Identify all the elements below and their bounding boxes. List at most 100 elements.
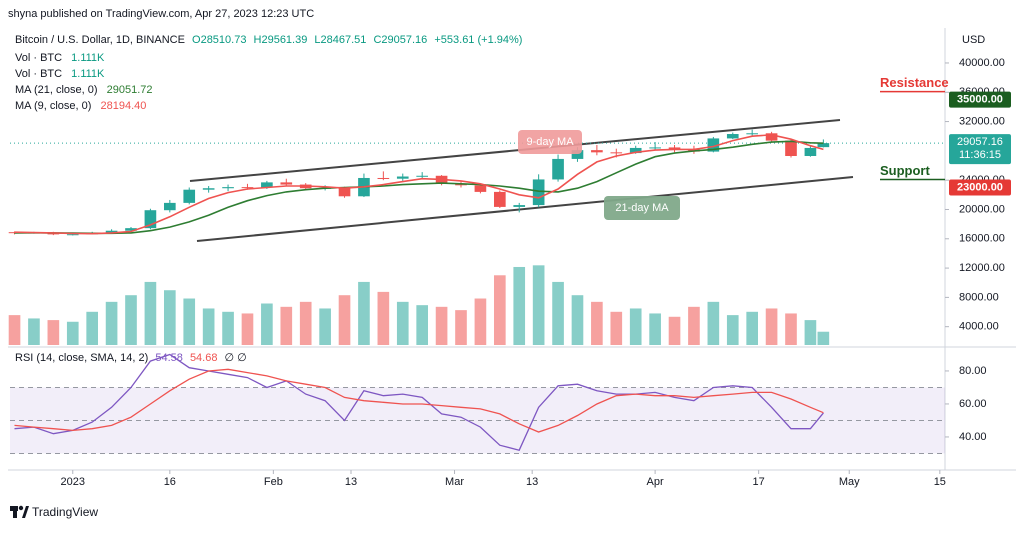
volume-bar (241, 313, 254, 345)
candle-body (416, 175, 428, 177)
volume-bar (513, 266, 526, 345)
rsi-line (14, 353, 824, 451)
legend-line: MA (9, close, 0) 28194.40 (15, 100, 146, 112)
x-tick-label: 13 (526, 476, 538, 488)
level-label: 35000.00 (957, 93, 1003, 105)
volume-bar (338, 295, 351, 345)
volume-bar (319, 308, 331, 345)
candle-body (494, 191, 506, 207)
legend-value: 29051.72 (107, 84, 153, 96)
volume-bar (455, 310, 467, 345)
legend-line: MA (21, close, 0) 29051.72 (15, 84, 153, 96)
candle-body (377, 177, 390, 179)
symbol: Bitcoin / U.S. Dollar, 1D, BINANCE (15, 34, 185, 46)
y-tick-label: 4000.00 (959, 321, 999, 333)
candle-body (591, 150, 603, 153)
volume-bar (377, 291, 390, 345)
x-tick-label: 2023 (61, 476, 85, 488)
candle-body (338, 187, 351, 197)
x-tick-label: Apr (647, 476, 664, 488)
publisher-line: shyna published on TradingView.com, Apr … (8, 8, 314, 20)
candle-body (746, 133, 758, 135)
candle-body (241, 187, 254, 189)
candle-body (164, 202, 176, 211)
footer-logo (10, 505, 29, 518)
candle-body (785, 140, 797, 156)
volume-bar (746, 311, 758, 345)
volume-bar (416, 305, 428, 345)
volume-legend: Vol · BTC (15, 52, 62, 64)
volume-bar (8, 315, 21, 345)
level-badge (949, 179, 1011, 196)
candle-body (280, 182, 293, 185)
candle-body (817, 143, 830, 148)
candle-body (144, 210, 157, 229)
volume-bar (532, 265, 545, 345)
volume-bar (105, 301, 118, 345)
y-tick-label: 60.00 (959, 398, 987, 410)
y-tick-label: 40.00 (959, 431, 987, 443)
annotation: 9-day MA (526, 136, 574, 148)
countdown: 11:36:15 (959, 149, 1001, 161)
volume-bar (280, 306, 293, 345)
volume-bar (688, 306, 700, 345)
legend-value: 54.68 (190, 352, 218, 364)
volume-bar (707, 301, 720, 345)
ohlc-low: L28467.51 (314, 34, 366, 46)
x-tick-label: Mar (445, 476, 464, 488)
candle-body (610, 152, 623, 154)
volume-value: 1.111K (71, 68, 105, 80)
x-tick-label: 17 (753, 476, 765, 488)
level-label: 23000.00 (957, 181, 1003, 193)
volume-bar (649, 313, 661, 345)
legend-line: Bitcoin / U.S. Dollar, 1D, BINANCE O2851… (15, 34, 522, 46)
trendline-lower (196, 176, 854, 242)
volume-bar (396, 301, 409, 345)
price-pane: 40000.0036000.0032000.0024000.0020000.00… (8, 57, 1011, 345)
ohlc-high: H29561.39 (254, 34, 308, 46)
y-tick-label: 16000.00 (959, 233, 1005, 245)
y-tick-label: 12000.00 (959, 262, 1005, 274)
volume-bar (726, 315, 739, 345)
candle-body (726, 134, 739, 139)
volume-bar (435, 306, 448, 345)
x-tick-label: May (839, 476, 860, 488)
volume-bar (785, 313, 797, 345)
volume-bar (183, 298, 196, 345)
volume-bar (571, 295, 584, 345)
candle-body (552, 158, 564, 180)
candle-body (765, 133, 778, 141)
x-tick-label: 15 (934, 476, 946, 488)
volume-bar (629, 308, 642, 345)
candle-body (649, 147, 661, 149)
y-tick-label: 8000.00 (959, 291, 999, 303)
candle-body (804, 147, 817, 156)
candle-body (222, 187, 234, 189)
annotation-box (604, 196, 680, 220)
legend-line: Vol · BTC 1.111K (15, 68, 105, 80)
annotation: 21-day MA (615, 202, 669, 214)
y-tick-label: 32000.00 (959, 115, 1005, 127)
volume-bar (144, 281, 157, 345)
candle-body (66, 234, 79, 236)
candle-body (202, 188, 215, 190)
rsi-pane: 80.00 60.00 40.00 (10, 353, 987, 454)
ma-line (14, 140, 824, 235)
legend-value: ∅ ∅ (225, 352, 247, 364)
last-price-badge (949, 134, 1011, 165)
candle-body (629, 147, 642, 154)
legend-entry: MA (21, close, 0) (15, 84, 98, 96)
volume-bar (804, 320, 817, 345)
currency: USD (962, 34, 985, 46)
volume-value: 1.111K (71, 52, 105, 64)
volume-bar (222, 311, 234, 345)
level-name: Support (880, 163, 930, 178)
volume-bar (474, 298, 487, 345)
ohlc-close: C29057.16 (373, 34, 427, 46)
volume-legend: Vol · BTC (15, 68, 62, 80)
y-tick-label: 40000.00 (959, 57, 1005, 69)
ma-line (14, 133, 824, 235)
ohlc-change: +553.61 (+1.94%) (434, 34, 522, 46)
footer-brand: TradingView (32, 505, 98, 519)
